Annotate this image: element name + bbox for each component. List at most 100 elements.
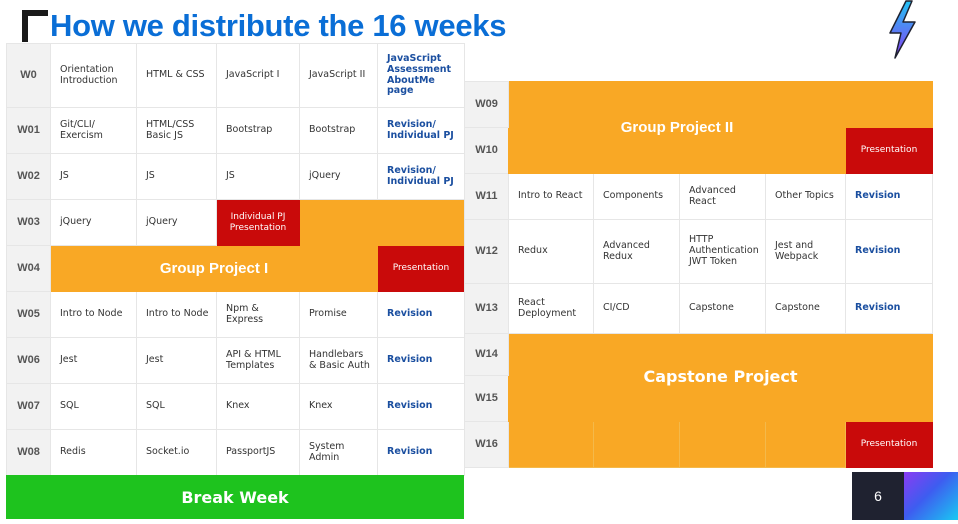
revision-cell: Revision/Individual PJ [377, 107, 465, 154]
break-week-banner: Break Week [6, 475, 464, 519]
revision-cell: Revision [377, 429, 465, 476]
corner-bracket-icon [22, 10, 48, 42]
topic-cell: SQL [136, 383, 217, 430]
assessment-cell: JavaScript Assessment AboutMe page [377, 43, 465, 108]
week-label: W08 [6, 429, 51, 476]
topic-cell: Npm & Express [216, 291, 300, 338]
presentation-cell: Presentation [377, 245, 465, 292]
week-label: W12 [464, 219, 509, 284]
revision-cell: Revision [845, 173, 934, 220]
topic-cell: Capstone [764, 283, 847, 334]
week-label: W02 [6, 153, 51, 200]
week-label: W15 [464, 375, 509, 422]
week-row: W12 Redux Advanced Redux HTTP Authenticati… [464, 219, 934, 284]
week-row: W16 Presentation [464, 421, 934, 468]
topic-cell: Intro to Node [50, 291, 137, 338]
week-row: W09 Group Project II [464, 81, 934, 174]
presentation-cell: Presentation [845, 421, 934, 468]
week-row: W08 Redis Socket.io PassportJS System Adm… [6, 429, 465, 476]
topic-cell: React Deployment [508, 283, 594, 334]
topic-cell: Intro to React [508, 173, 594, 220]
revision-cell: Revision [377, 383, 465, 430]
week-label: W09 [464, 81, 509, 128]
week-row: W04 Group Project I Presentation [6, 245, 465, 292]
project-block [764, 421, 847, 468]
topic-cell: PassportJS [216, 429, 300, 476]
topic-cell: Intro to Node [136, 291, 217, 338]
topic-cell: JavaScript I [216, 43, 300, 108]
project-block [593, 421, 680, 468]
topic-cell: jQuery [50, 199, 137, 246]
topic-cell: Bootstrap [299, 107, 378, 154]
topic-cell: Knex [216, 383, 300, 430]
week-label: W07 [6, 383, 51, 430]
week-row: W0 Orientation Introduction HTML & CSS Ja… [6, 43, 465, 108]
topic-cell: JS [136, 153, 217, 200]
week-label: W05 [6, 291, 51, 338]
topic-cell: Orientation Introduction [50, 43, 137, 108]
topic-cell: CI/CD [593, 283, 680, 334]
revision-cell: Revision [377, 291, 465, 338]
week-row: W14 Capstone Project [464, 333, 934, 422]
presentation-cell: Presentation [845, 127, 934, 174]
project-block [508, 421, 594, 468]
topic-cell: Other Topics [764, 173, 847, 220]
week-label: W03 [6, 199, 51, 246]
project-block [679, 421, 766, 468]
topic-cell: HTTP Authentication JWT Token [679, 219, 766, 284]
topic-cell: Jest and Webpack [764, 219, 847, 284]
topic-cell: Jest [136, 337, 217, 384]
topic-cell: Redux [508, 219, 594, 284]
topic-cell: System Admin [299, 429, 378, 476]
revision-cell: Revision [845, 219, 934, 284]
week-row: W05 Intro to Node Intro to Node Npm & Exp… [6, 291, 465, 338]
week-label: W0 [6, 43, 51, 108]
topic-cell: Git/CLI/Exercism [50, 107, 137, 154]
topic-cell: Capstone [679, 283, 766, 334]
week-label: W11 [464, 173, 509, 220]
topic-cell: Bootstrap [216, 107, 300, 154]
week-row: W10 Presentation [464, 127, 934, 174]
page-number: 6 [852, 472, 904, 520]
topic-cell: jQuery [136, 199, 217, 246]
topic-cell: Jest [50, 337, 137, 384]
week-row: W06 Jest Jest API & HTML Templates Handle… [6, 337, 465, 384]
topic-cell: Socket.io [136, 429, 217, 476]
topic-cell: Advanced Redux [593, 219, 680, 284]
topic-cell: Redis [50, 429, 137, 476]
topic-cell: JavaScript II [299, 43, 378, 108]
capstone-project-block: Capstone Project [507, 333, 934, 422]
week-row: W15 [464, 375, 933, 422]
group-project-2-block: Group Project II [507, 81, 847, 174]
project-block [845, 81, 934, 128]
topic-cell: HTML/CSS Basic JS [136, 107, 217, 154]
topic-cell: jQuery [299, 153, 378, 200]
week-label: W06 [6, 337, 51, 384]
week-row: W03 jQuery jQuery Individual PJ Presentat… [6, 199, 465, 246]
revision-cell: Revision/Individual PJ [377, 153, 465, 200]
week-row: W07 SQL SQL Knex Knex Revision [6, 383, 465, 430]
week-label: W01 [6, 107, 51, 154]
gradient-decoration [904, 472, 958, 520]
topic-cell: Handlebars & Basic Auth [299, 337, 378, 384]
topic-cell: HTML & CSS [136, 43, 217, 108]
revision-cell: Revision [377, 337, 465, 384]
week-row: W01 Git/CLI/Exercism HTML/CSS Basic JS Bo… [6, 107, 465, 154]
topic-cell: JS [216, 153, 300, 200]
lightning-bolt-icon [889, 0, 916, 59]
week-label: W04 [6, 245, 51, 292]
topic-cell: Promise [299, 291, 378, 338]
topic-cell: Advanced React [679, 173, 766, 220]
presentation-cell: Individual PJ Presentation [216, 199, 300, 246]
week-label: W10 [464, 127, 509, 174]
topic-cell: JS [50, 153, 137, 200]
topic-cell: SQL [50, 383, 137, 430]
week-label: W16 [464, 421, 509, 468]
week-label: W14 [464, 333, 509, 376]
topic-cell: Components [593, 173, 680, 220]
topic-cell: Knex [299, 383, 378, 430]
weeks-table-left: W0 Orientation Introduction HTML & CSS Ja… [6, 43, 465, 476]
week-row: W02 JS JS JS jQuery Revision/Individual … [6, 153, 465, 200]
week-row: W13 React Deployment CI/CD Capstone Capst… [464, 283, 934, 334]
page-title: How we distribute the 16 weeks [50, 8, 507, 43]
